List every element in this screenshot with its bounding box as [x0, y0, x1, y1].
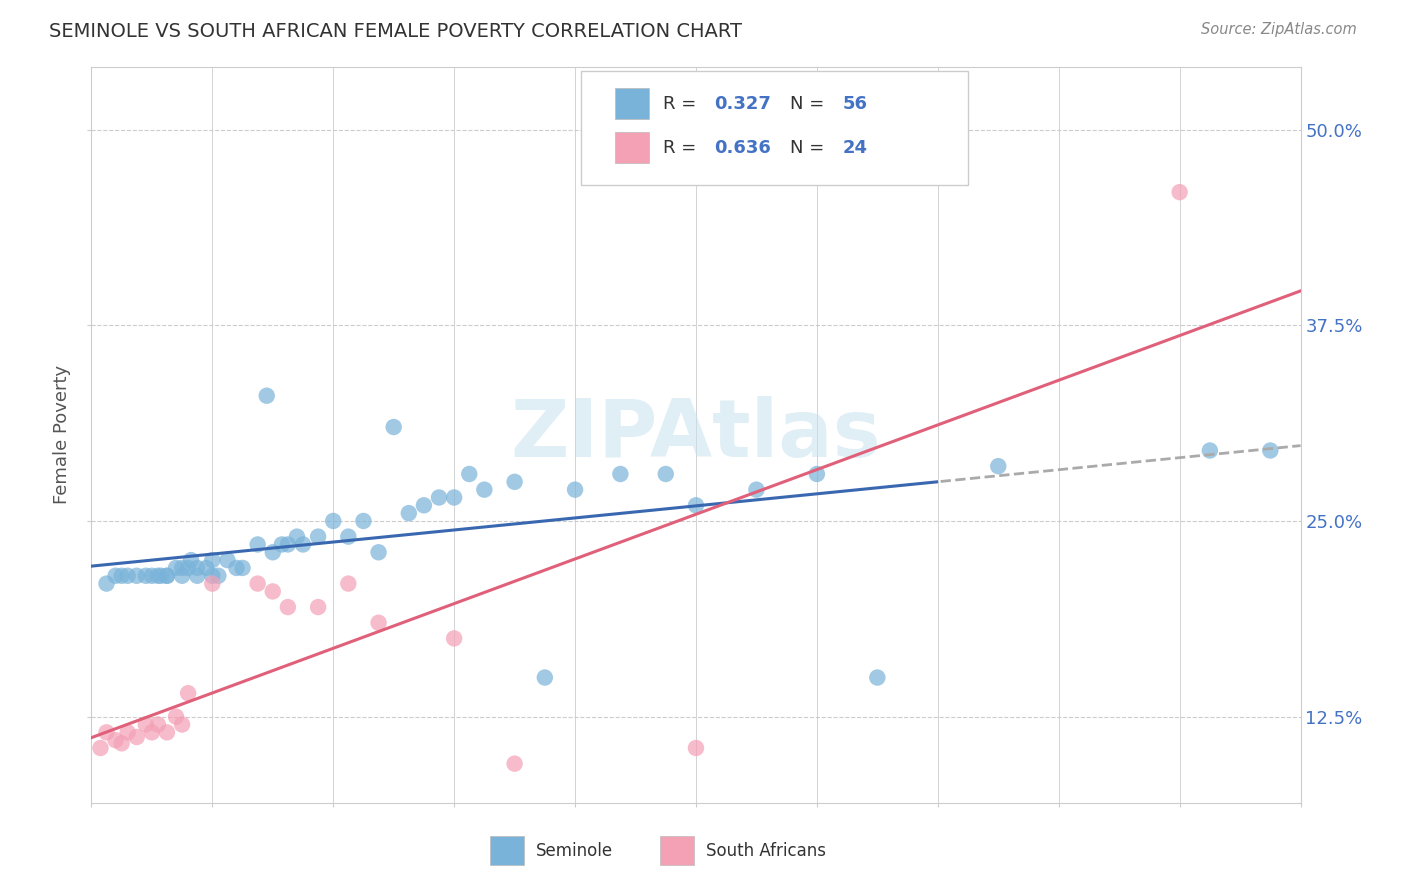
Point: [246, 537, 269, 551]
Point: [117, 725, 139, 739]
Text: N =: N =: [790, 95, 831, 112]
Point: [277, 537, 299, 551]
Text: 24: 24: [842, 139, 868, 157]
Text: ZIPAtlas: ZIPAtlas: [510, 396, 882, 474]
Point: [165, 709, 187, 723]
Point: [987, 459, 1010, 474]
Point: [427, 491, 450, 505]
Point: [307, 600, 329, 615]
Point: [458, 467, 481, 481]
Text: Seminole: Seminole: [536, 842, 613, 860]
Point: [96, 725, 118, 739]
Point: [1168, 185, 1191, 199]
Point: [125, 730, 148, 744]
Point: [111, 568, 132, 582]
FancyBboxPatch shape: [581, 70, 967, 185]
Point: [398, 506, 420, 520]
Point: [285, 530, 308, 544]
Point: [149, 568, 172, 582]
Text: 0.327: 0.327: [714, 95, 770, 112]
Point: [135, 568, 157, 582]
Point: [352, 514, 374, 528]
Point: [186, 561, 208, 575]
Text: South Africans: South Africans: [706, 842, 825, 860]
Point: [195, 561, 218, 575]
Point: [125, 568, 148, 582]
Text: 0.636: 0.636: [714, 139, 770, 157]
Point: [322, 514, 344, 528]
Point: [117, 568, 139, 582]
Point: [685, 498, 707, 512]
Point: [472, 483, 495, 497]
Point: [564, 483, 586, 497]
Text: R =: R =: [664, 139, 703, 157]
Point: [141, 725, 163, 739]
Point: [201, 553, 224, 567]
Point: [413, 498, 436, 512]
Point: [246, 576, 269, 591]
Text: 56: 56: [842, 95, 868, 112]
Point: [231, 561, 253, 575]
Point: [382, 420, 405, 434]
Point: [172, 717, 194, 731]
Point: [503, 756, 526, 771]
Point: [443, 632, 465, 646]
Point: [177, 686, 200, 700]
Point: [609, 467, 631, 481]
Point: [141, 568, 163, 582]
Point: [156, 568, 179, 582]
Text: N =: N =: [790, 139, 831, 157]
Point: [217, 553, 239, 567]
Text: Source: ZipAtlas.com: Source: ZipAtlas.com: [1201, 22, 1357, 37]
Point: [146, 568, 169, 582]
Point: [277, 600, 299, 615]
Point: [866, 671, 889, 685]
Point: [270, 537, 292, 551]
Point: [337, 530, 360, 544]
Point: [225, 561, 247, 575]
Point: [172, 568, 194, 582]
Point: [111, 736, 132, 750]
Point: [745, 483, 768, 497]
Point: [135, 717, 157, 731]
Point: [89, 741, 111, 756]
Point: [806, 467, 828, 481]
Point: [367, 545, 389, 559]
Point: [443, 491, 465, 505]
Point: [262, 545, 284, 559]
Point: [201, 576, 224, 591]
Point: [292, 537, 315, 551]
Point: [201, 568, 224, 582]
Point: [177, 561, 200, 575]
Point: [180, 553, 202, 567]
Point: [156, 568, 179, 582]
Point: [256, 389, 278, 403]
Point: [654, 467, 676, 481]
Point: [156, 725, 179, 739]
Point: [104, 733, 127, 747]
Point: [146, 717, 169, 731]
FancyBboxPatch shape: [614, 132, 648, 163]
Point: [1260, 443, 1282, 458]
Point: [165, 561, 187, 575]
Point: [262, 584, 284, 599]
Text: SEMINOLE VS SOUTH AFRICAN FEMALE POVERTY CORRELATION CHART: SEMINOLE VS SOUTH AFRICAN FEMALE POVERTY…: [49, 22, 742, 41]
Point: [367, 615, 389, 630]
Point: [96, 576, 118, 591]
Point: [685, 741, 707, 756]
FancyBboxPatch shape: [491, 836, 524, 865]
Point: [172, 561, 194, 575]
Point: [533, 671, 555, 685]
Point: [207, 568, 229, 582]
Point: [307, 530, 329, 544]
Point: [104, 568, 127, 582]
Point: [186, 568, 208, 582]
FancyBboxPatch shape: [614, 88, 648, 120]
Point: [337, 576, 360, 591]
Y-axis label: Female Poverty: Female Poverty: [53, 366, 72, 504]
Point: [1198, 443, 1220, 458]
Text: R =: R =: [664, 95, 703, 112]
Point: [503, 475, 526, 489]
FancyBboxPatch shape: [659, 836, 693, 865]
